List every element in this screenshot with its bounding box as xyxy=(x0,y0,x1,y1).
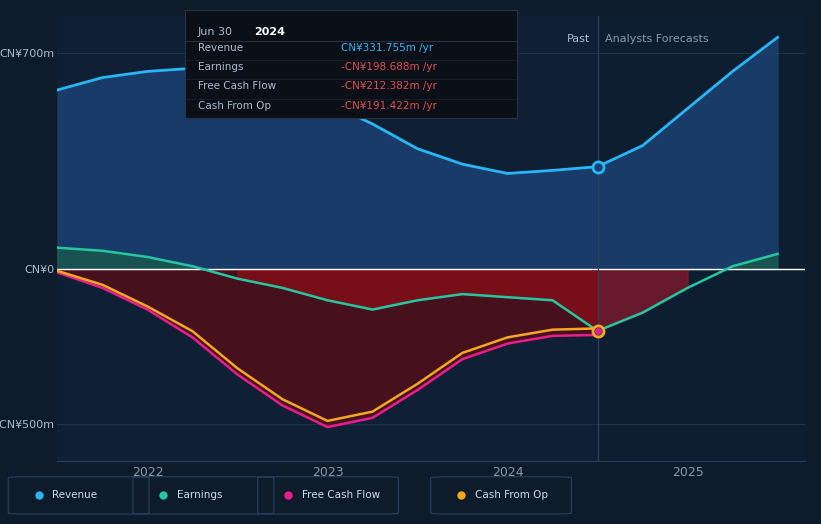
Text: Past: Past xyxy=(567,34,590,45)
Text: Cash From Op: Cash From Op xyxy=(475,490,548,500)
Text: Analysts Forecasts: Analysts Forecasts xyxy=(605,34,709,45)
Text: -CN¥191.422m /yr: -CN¥191.422m /yr xyxy=(341,101,437,111)
Text: Earnings: Earnings xyxy=(198,62,244,72)
Text: -CN¥198.688m /yr: -CN¥198.688m /yr xyxy=(341,62,437,72)
Text: CN¥331.755m /yr: CN¥331.755m /yr xyxy=(341,43,433,53)
Text: Revenue: Revenue xyxy=(198,43,243,53)
Text: Free Cash Flow: Free Cash Flow xyxy=(198,81,276,91)
Text: Revenue: Revenue xyxy=(53,490,98,500)
Text: Free Cash Flow: Free Cash Flow xyxy=(302,490,380,500)
Text: 2024: 2024 xyxy=(255,27,286,37)
Text: -CN¥212.382m /yr: -CN¥212.382m /yr xyxy=(341,81,437,91)
Bar xyxy=(57,16,598,461)
Text: Jun 30: Jun 30 xyxy=(198,27,236,37)
Text: Earnings: Earnings xyxy=(177,490,222,500)
Text: Cash From Op: Cash From Op xyxy=(198,101,271,111)
Bar xyxy=(598,16,805,461)
